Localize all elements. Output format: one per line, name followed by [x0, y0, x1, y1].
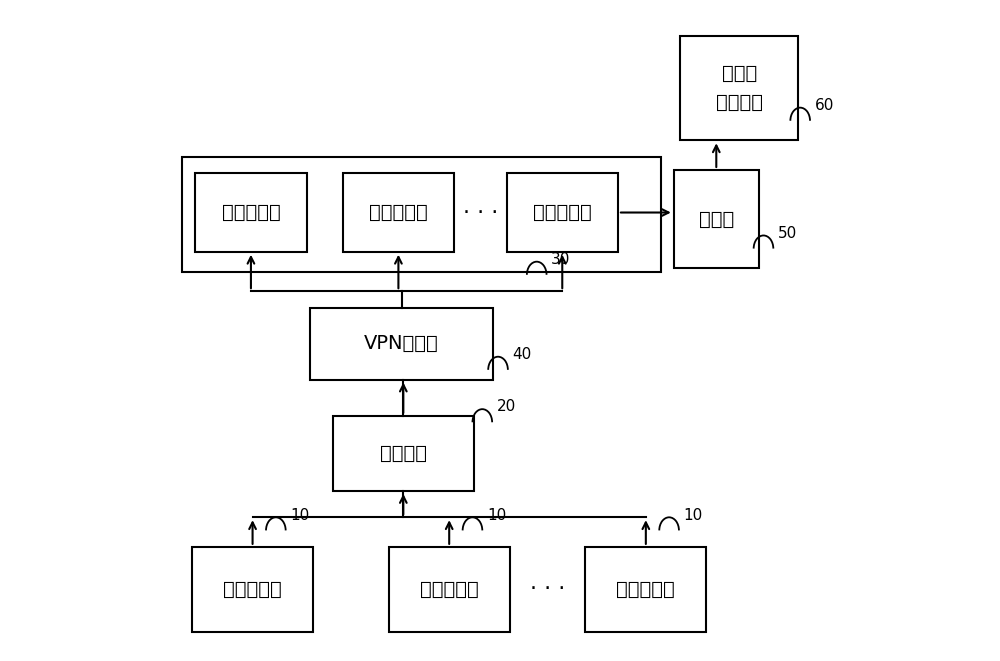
Bar — [333, 416, 474, 491]
Text: 10: 10 — [290, 508, 310, 523]
Text: 30: 30 — [551, 252, 570, 267]
Bar — [310, 307, 493, 379]
Text: 通讯模块: 通讯模块 — [380, 444, 427, 463]
Text: 10: 10 — [684, 508, 703, 523]
Text: 箱式变电站: 箱式变电站 — [616, 580, 675, 599]
Text: 变电站: 变电站 — [722, 64, 757, 83]
Text: 40: 40 — [512, 347, 532, 362]
Text: 显示客户端: 显示客户端 — [369, 203, 428, 222]
Bar — [192, 547, 313, 632]
Text: · · ·: · · · — [530, 580, 565, 600]
Bar — [389, 547, 510, 632]
Bar — [195, 173, 307, 252]
Text: 显示客户端: 显示客户端 — [222, 203, 280, 222]
Text: 箱式变电站: 箱式变电站 — [420, 580, 479, 599]
Text: · · ·: · · · — [463, 202, 498, 223]
Text: 50: 50 — [778, 225, 797, 241]
Text: 显示客户端: 显示客户端 — [533, 203, 592, 222]
Text: 箱式变电站: 箱式变电站 — [223, 580, 282, 599]
Text: 分屏器: 分屏器 — [699, 210, 734, 229]
Bar — [343, 173, 454, 252]
Bar — [585, 547, 706, 632]
Text: 10: 10 — [487, 508, 506, 523]
Bar — [507, 173, 618, 252]
Text: VPN路由器: VPN路由器 — [364, 334, 439, 353]
Bar — [674, 170, 759, 268]
Bar — [680, 36, 798, 140]
Bar — [182, 157, 661, 272]
Text: 监控平台: 监控平台 — [716, 93, 763, 112]
Text: 60: 60 — [815, 98, 834, 113]
Text: 20: 20 — [497, 399, 516, 414]
